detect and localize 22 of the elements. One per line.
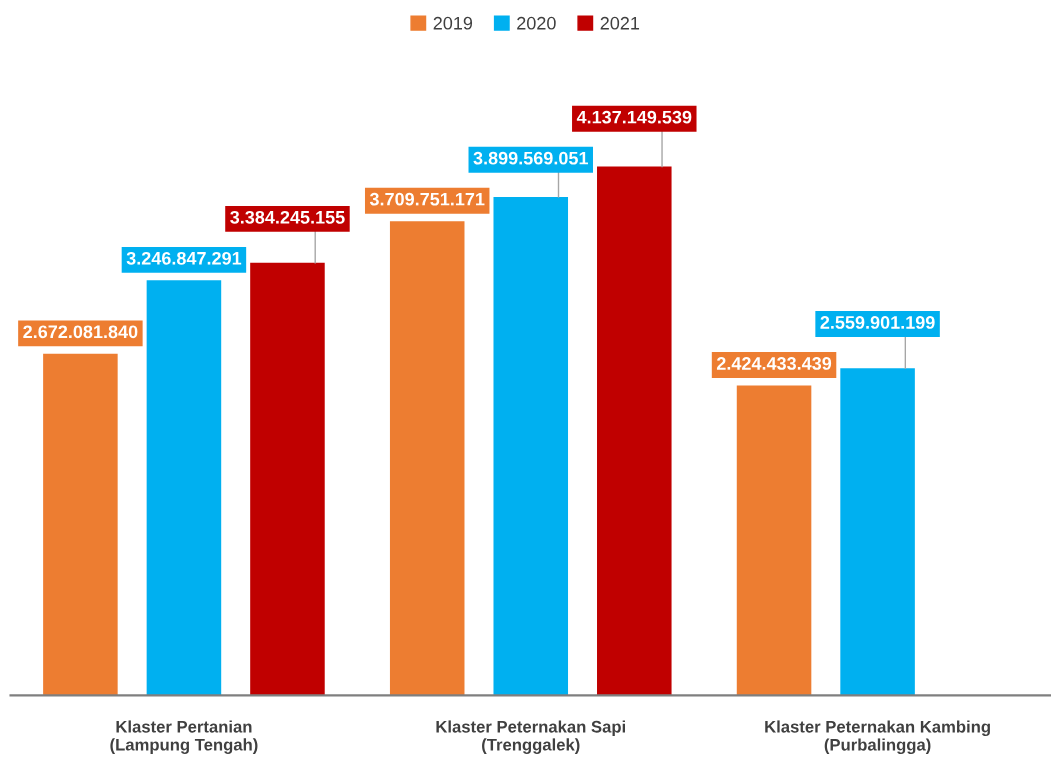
bar	[597, 166, 672, 696]
bar	[840, 368, 915, 696]
data-label: 3.709.751.171	[369, 192, 485, 206]
bar	[736, 385, 812, 696]
x-tick-label: Klaster Pertanian (Lampung Tengah)	[110, 720, 258, 754]
data-label: 3.899.569.051	[473, 151, 588, 165]
bar	[43, 353, 118, 696]
legend-label: 2019	[433, 16, 473, 30]
data-label: 2.672.081.840	[23, 325, 138, 339]
bar	[389, 221, 465, 696]
data-label: 4.137.149.539	[576, 110, 692, 124]
x-tick-label: Klaster Peternakan Sapi (Trenggalek)	[436, 720, 625, 754]
legend-label: 2020	[517, 16, 556, 30]
data-label: 3.246.847.291	[126, 251, 242, 265]
bar	[146, 280, 222, 696]
x-tick-label: Klaster Peternakan Kambing (Purbalingga)	[765, 720, 990, 755]
bar	[493, 196, 569, 696]
data-label: 2.559.901.199	[820, 316, 935, 329]
bar	[250, 262, 325, 696]
data-label: 3.384.245.155	[230, 210, 345, 224]
data-label: 2.424.433.439	[716, 357, 832, 370]
legend-label: 2021	[600, 16, 640, 30]
